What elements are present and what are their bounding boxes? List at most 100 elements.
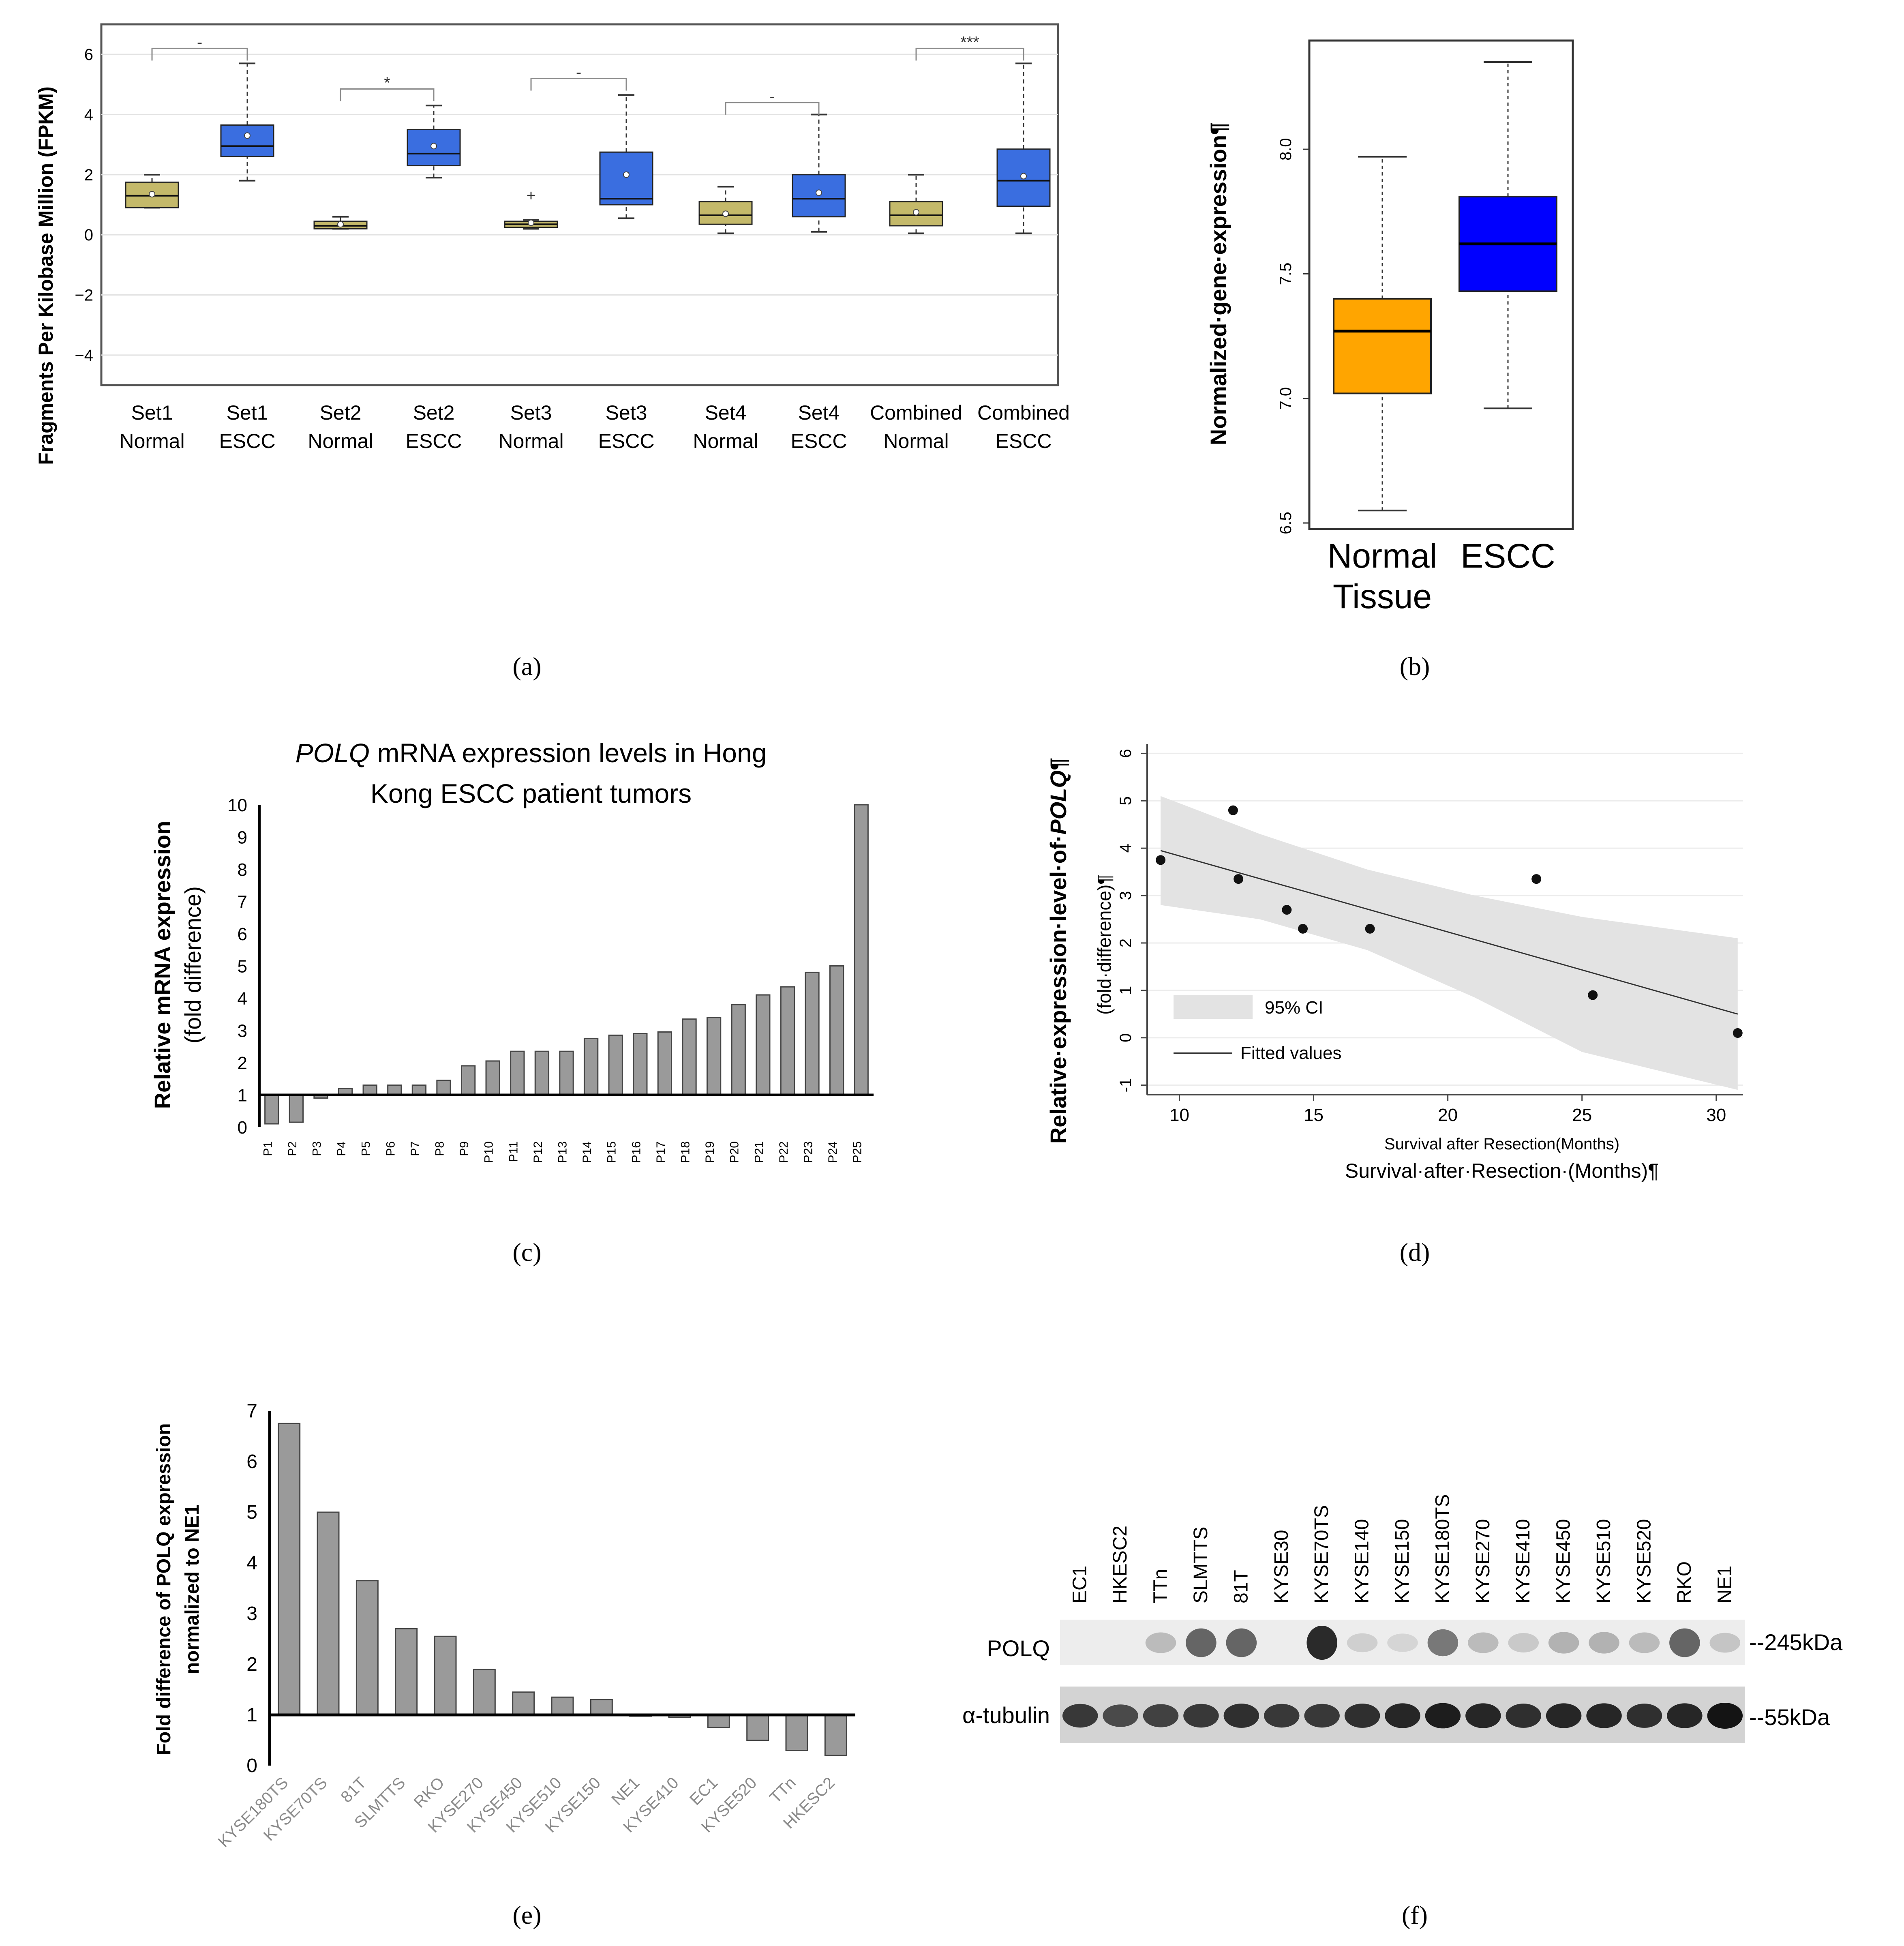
panel-e-bar — [473, 1669, 496, 1716]
panel-d-data-point — [1234, 874, 1244, 884]
panel-d-data-point — [1228, 805, 1238, 815]
panel-c-x-tick-label: P22 — [777, 1141, 790, 1163]
panel-c-x-tick-label: P5 — [360, 1141, 373, 1156]
panel-c-x-tick-label: P20 — [728, 1141, 741, 1163]
tubulin-bands — [1062, 1703, 1743, 1729]
tubulin-band — [1586, 1703, 1622, 1728]
panel-a-mean-marker — [430, 143, 437, 150]
panel-d-y-tick-label: 1 — [1117, 986, 1135, 995]
panel-e-y-tick-label: 5 — [246, 1502, 257, 1523]
panel-d-ci-band — [1161, 796, 1738, 1090]
panel-d-data-point — [1588, 990, 1598, 1000]
panel-a-boxes: + — [125, 62, 1051, 234]
panel-b-y-tick-label: 7.5 — [1277, 263, 1295, 285]
panel-a-significance-bracket — [915, 47, 1024, 61]
panel-a-significance-bracket — [340, 88, 435, 101]
panel-b-y-tick-label: 7.0 — [1277, 387, 1295, 410]
panel-c-bar — [706, 1017, 722, 1095]
panel-c-bar — [756, 994, 771, 1096]
panel-b-y-axis-label: Normalized·gene·expression¶ — [1206, 122, 1231, 446]
panel-a-mean-marker — [149, 191, 155, 198]
panel-c-bar — [387, 1084, 402, 1095]
panel-e-bar — [434, 1635, 457, 1716]
panel-c-x-tick-label: P13 — [556, 1141, 570, 1163]
panel-c-bar — [682, 1018, 697, 1096]
tubulin-band — [1223, 1704, 1259, 1728]
panel-a-box — [220, 124, 274, 157]
panel-e-bar — [356, 1580, 379, 1716]
panel-c-bar — [608, 1034, 623, 1096]
panel-c-bar — [436, 1080, 451, 1096]
panel-d-y-tick-label: 0 — [1117, 1033, 1135, 1042]
panel-c-bar — [460, 1065, 476, 1095]
panel-c-x-tick-label: P9 — [458, 1141, 471, 1156]
polq-band — [1548, 1632, 1579, 1654]
panel-b-y-ticks: 6.5 7.0 7.5 8.0 — [1277, 138, 1309, 534]
panel-a-x-label-line1: Set2 — [413, 401, 455, 424]
panel-d-ylabel-end: ¶ — [1045, 758, 1071, 770]
polq-band — [1508, 1633, 1539, 1652]
panel-c-title-line1: POLQ mRNA expression levels in Hong — [296, 738, 767, 768]
panel-d-y-tick-label: 6 — [1117, 749, 1135, 758]
panel-c-bar — [264, 1094, 279, 1125]
panel-a-mean-marker — [1020, 173, 1027, 180]
panel-d-data-point — [1733, 1028, 1743, 1038]
lane-label: KYSE450 — [1553, 1519, 1574, 1603]
lane-label: 81T — [1230, 1570, 1252, 1603]
panel-d-y-axis-label-outer: Relative·expression·level·of·POLQ¶ — [1045, 758, 1071, 1144]
panel-a-x-label-line2: ESCC — [996, 430, 1052, 452]
panel-d-x-tick-label: 25 — [1572, 1105, 1592, 1125]
tubulin-band — [1667, 1703, 1703, 1728]
panel-c-title-gene: POLQ — [296, 738, 370, 768]
lane-label: KYSE140 — [1351, 1519, 1373, 1603]
panel-f-western-blot: EC1 HKESC2 TTn SLMTTS 81T KYSE30 KYSE70TS KYSE1… — [962, 1494, 1843, 1743]
tubulin-band — [1344, 1704, 1380, 1728]
panel-a-x-label-line2: ESCC — [791, 430, 847, 452]
panel-e-y-axis-label-2: normalized to NE1 — [182, 1505, 203, 1674]
lane-label: KYSE270 — [1472, 1519, 1494, 1603]
panel-d-x-axis-label-inner: Survival after Resection(Months) — [1384, 1135, 1619, 1153]
panel-a-x-label-line2: Normal — [308, 430, 373, 452]
panel-e-bar — [551, 1696, 574, 1716]
panel-a-y-tick-label: 0 — [84, 226, 93, 244]
panel-d-chart: -1 0 1 2 3 4 5 6 10 15 20 25 30 95% CI Fitted values R… — [1045, 744, 1743, 1182]
panel-a-mean-marker — [913, 209, 919, 216]
tubulin-band — [1264, 1704, 1300, 1728]
panel-e-bar — [746, 1714, 769, 1741]
panel-c-bar — [534, 1050, 550, 1096]
panel-c-y-tick-label: 4 — [238, 989, 247, 1009]
lane-label: KYSE520 — [1633, 1519, 1655, 1603]
panel-d-ylabel-text: Relative·expression·level·of· — [1045, 835, 1071, 1144]
panel-e-y-tick-label: 3 — [246, 1603, 257, 1625]
panel-c-bar — [780, 986, 795, 1096]
panel-c-bar — [362, 1084, 377, 1095]
panel-label-f: (f) — [1402, 1901, 1428, 1929]
panel-a-y-tick-label: 6 — [84, 46, 93, 64]
panel-c-y-tick-label: 1 — [238, 1086, 247, 1106]
panel-label-e: (e) — [512, 1901, 541, 1929]
panel-c-x-tick-label: P17 — [654, 1141, 668, 1163]
panel-d-y-tick-label: 4 — [1117, 844, 1135, 853]
tubulin-band — [1626, 1704, 1662, 1728]
lane-label: KYSE510 — [1593, 1519, 1615, 1603]
panel-c-bar — [411, 1084, 427, 1095]
panel-label-c: (c) — [512, 1238, 541, 1267]
panel-b-x-label-line2: Tissue — [1333, 577, 1432, 615]
panel-d-legend-ci-label: 95% CI — [1265, 998, 1323, 1018]
panel-c-x-tick-label: P16 — [630, 1141, 643, 1163]
lane-label: KYSE410 — [1512, 1519, 1534, 1603]
tubulin-band — [1425, 1703, 1461, 1729]
panel-b-x-label-line1: ESCC — [1461, 537, 1555, 575]
polq-band — [1669, 1628, 1700, 1657]
panel-a-x-labels: Set1 Normal Set1 ESCC Set2 Normal Set2 ESCC Set3… — [119, 401, 1070, 452]
panel-d-data-point — [1531, 874, 1542, 884]
tubulin-band — [1304, 1704, 1340, 1728]
panel-a-significance-bracket — [151, 47, 248, 61]
panel-c-title-line2: Kong ESCC patient tumors — [371, 778, 692, 808]
panel-e-x-tick-label: EC1 — [686, 1774, 721, 1809]
panel-e-x-tick-label: NE1 — [608, 1774, 643, 1809]
